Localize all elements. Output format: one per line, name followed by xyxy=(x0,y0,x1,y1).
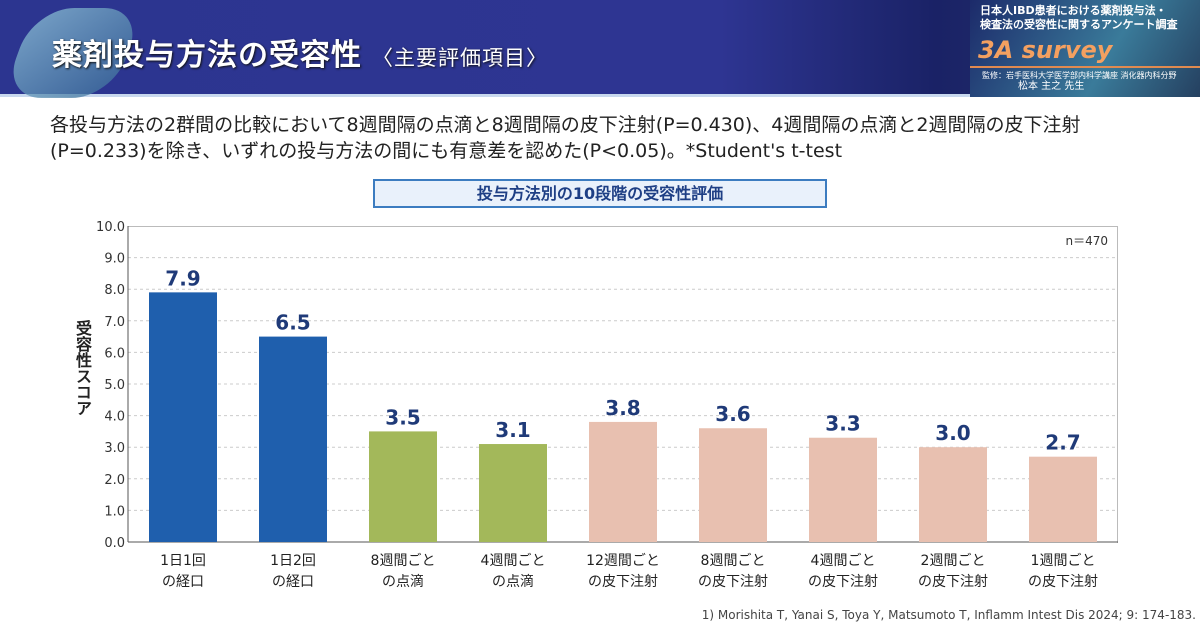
x-tick-label: の経口 xyxy=(162,574,204,590)
bar xyxy=(149,292,217,542)
x-tick-label: 2週間ごと xyxy=(921,553,986,569)
survey-line2: 検査法の受容性に関するアンケート調査 xyxy=(980,18,1178,31)
plot-frame xyxy=(128,226,1118,543)
bar xyxy=(369,431,437,542)
x-tick-label: 1週間ごと xyxy=(1031,553,1096,569)
data-label: 6.5 xyxy=(275,311,310,335)
survey-name: 日本人IBD患者における薬剤投与法・ 検査法の受容性に関するアンケート調査 xyxy=(980,4,1178,32)
x-tick-label: の皮下注射 xyxy=(698,574,768,590)
bar xyxy=(1029,456,1097,542)
x-tick-label: 1日1回 xyxy=(160,553,206,569)
y-tick-label: 9.0 xyxy=(104,252,125,267)
bar xyxy=(479,444,547,542)
supervisor-affiliation: 監修：岩手医科大学医学部内科学講座 消化器内科分野 xyxy=(982,71,1177,80)
survey-logo: 日本人IBD患者における薬剤投与法・ 検査法の受容性に関するアンケート調査 3A … xyxy=(970,0,1200,97)
y-tick-label: 7.0 xyxy=(104,315,125,330)
data-label: 7.9 xyxy=(165,266,200,290)
y-tick-label: 2.0 xyxy=(104,473,125,488)
x-tick-label: 4週間ごと xyxy=(811,553,876,569)
title-text: 薬剤投与方法の受容性 xyxy=(52,38,362,73)
data-label: 3.3 xyxy=(825,412,860,436)
x-tick-label: の皮下注射 xyxy=(808,574,878,590)
reference: 1) Morishita T, Yanai S, Toya Y, Matsumo… xyxy=(701,608,1196,622)
chart-title: 投与方法別の10段階の受容性評価 xyxy=(373,179,827,208)
page-title: 薬剤投与方法の受容性 〈主要評価項目〉 xyxy=(52,30,548,74)
survey-logo-text: 3A survey xyxy=(978,36,1113,64)
x-tick-label: の点滴 xyxy=(492,573,534,590)
divider xyxy=(970,66,1200,68)
sample-size: n＝470 xyxy=(1065,234,1108,248)
x-tick-label: 12週間ごと xyxy=(586,553,660,569)
x-tick-label: 8週間ごと xyxy=(701,553,766,569)
supervisor-name: 松本 主之 先生 xyxy=(1018,81,1085,92)
bar xyxy=(919,447,987,542)
y-tick-label: 8.0 xyxy=(104,283,125,298)
data-label: 2.7 xyxy=(1045,431,1080,455)
x-tick-label: 8週間ごと xyxy=(371,553,436,569)
y-tick-label: 4.0 xyxy=(104,410,125,425)
significance-note: 各投与方法の2群間の比較において8週間隔の点滴と8週間隔の皮下注射(P=0.43… xyxy=(50,114,1081,162)
y-tick-label: 10.0 xyxy=(96,220,125,235)
y-tick-label: 3.0 xyxy=(104,441,125,456)
y-tick-label: 1.0 xyxy=(104,504,125,519)
data-label: 3.6 xyxy=(715,402,750,426)
bar xyxy=(809,437,877,542)
x-tick-label: の経口 xyxy=(272,574,314,590)
supervisor: 監修：岩手医科大学医学部内科学講座 消化器内科分野 松本 主之 先生 xyxy=(982,70,1177,92)
header: 薬剤投与方法の受容性 〈主要評価項目〉 日本人IBD患者における薬剤投与法・ 検査法… xyxy=(0,0,1200,98)
data-label: 3.0 xyxy=(935,421,970,445)
data-label: 3.8 xyxy=(605,396,640,420)
y-tick-label: 0.0 xyxy=(104,536,125,551)
x-tick-label: 1日2回 xyxy=(270,553,316,569)
bar xyxy=(259,336,327,542)
y-axis-label: 受容性スコア xyxy=(73,320,92,416)
x-tick-label: の皮下注射 xyxy=(1028,574,1098,590)
data-label: 3.1 xyxy=(495,418,530,442)
x-tick-label: 4週間ごと xyxy=(481,553,546,569)
y-tick-label: 5.0 xyxy=(104,378,125,393)
x-tick-label: の皮下注射 xyxy=(588,574,658,590)
bar xyxy=(589,421,657,542)
y-tick-label: 6.0 xyxy=(104,346,125,361)
data-label: 3.5 xyxy=(385,405,420,429)
bar xyxy=(699,428,767,542)
x-tick-label: の点滴 xyxy=(382,573,424,590)
page-subtitle: 〈主要評価項目〉 xyxy=(372,46,548,70)
survey-line1: 日本人IBD患者における薬剤投与法・ xyxy=(980,4,1167,17)
x-tick-label: の皮下注射 xyxy=(918,574,988,590)
